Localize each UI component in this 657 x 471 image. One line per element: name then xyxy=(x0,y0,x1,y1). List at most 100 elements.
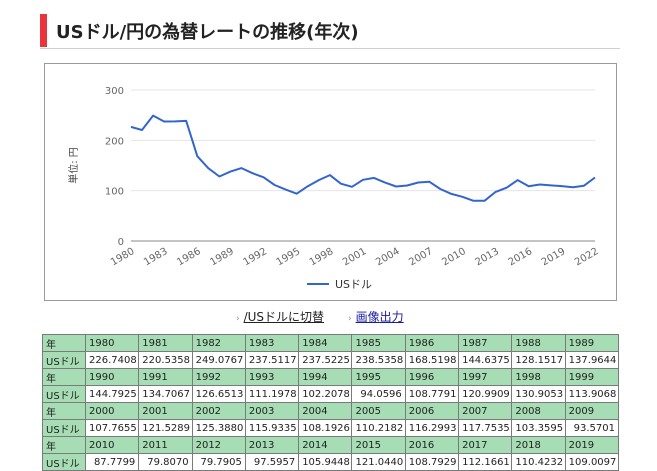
switch-currency-label: /USドルに切替 xyxy=(244,310,324,324)
row-header-year: 年 xyxy=(43,335,86,352)
year-cell: 1981 xyxy=(139,335,192,352)
rate-cell: 137.9644 xyxy=(565,352,618,369)
rate-cell: 79.8070 xyxy=(139,454,192,471)
rate-cell: 134.7067 xyxy=(139,386,192,403)
year-cell: 1988 xyxy=(512,335,565,352)
rate-cell: 102.2078 xyxy=(299,386,352,403)
row-header-year: 年 xyxy=(43,369,86,386)
x-tick-label: 2022 xyxy=(573,246,601,268)
year-cell: 2008 xyxy=(512,403,565,420)
year-cell: 2014 xyxy=(299,437,352,454)
year-cell: 2001 xyxy=(139,403,192,420)
year-cell: 2017 xyxy=(459,437,512,454)
y-tick-label: 200 xyxy=(105,136,124,147)
year-cell: 1993 xyxy=(245,369,298,386)
rate-cell: 111.1978 xyxy=(245,386,298,403)
row-header-year: 年 xyxy=(43,437,86,454)
year-cell: 1987 xyxy=(459,335,512,352)
y-axis-label: 単位: 円 xyxy=(67,147,80,184)
y-tick-label: 0 xyxy=(118,237,124,248)
row-header-year: 年 xyxy=(43,403,86,420)
rate-cell: 115.9335 xyxy=(245,420,298,437)
rate-cell: 93.5701 xyxy=(565,420,618,437)
year-cell: 1997 xyxy=(459,369,512,386)
year-cell: 1983 xyxy=(245,335,298,352)
rate-cell: 120.9909 xyxy=(459,386,512,403)
rate-cell: 249.0767 xyxy=(192,352,245,369)
x-tick-label: 2010 xyxy=(440,246,468,268)
year-cell: 2003 xyxy=(245,403,298,420)
x-tick-label: 2019 xyxy=(540,246,568,268)
rate-cell: 110.2182 xyxy=(352,420,405,437)
year-cell: 2004 xyxy=(299,403,352,420)
x-tick-label: 1998 xyxy=(308,246,336,268)
rate-cell: 108.1926 xyxy=(299,420,352,437)
page-header: USドル/円の為替レートの推移(年次) xyxy=(40,14,620,49)
year-cell: 2009 xyxy=(565,403,618,420)
legend-label: USドル xyxy=(335,278,372,291)
rate-cell: 109.0097 xyxy=(565,454,618,471)
year-cell: 2013 xyxy=(245,437,298,454)
y-tick-label: 300 xyxy=(105,86,124,97)
rate-cell: 121.0440 xyxy=(352,454,405,471)
rate-cell: 128.1517 xyxy=(512,352,565,369)
rate-cell: 79.7905 xyxy=(192,454,245,471)
x-tick-label: 1992 xyxy=(242,246,270,268)
year-cell: 2005 xyxy=(352,403,405,420)
year-cell: 1995 xyxy=(352,369,405,386)
year-cell: 1984 xyxy=(299,335,352,352)
row-header-usd: USドル xyxy=(43,386,86,403)
year-cell: 2002 xyxy=(192,403,245,420)
year-cell: 2000 xyxy=(86,403,139,420)
year-cell: 1996 xyxy=(405,369,458,386)
year-cell: 1980 xyxy=(86,335,139,352)
year-cell: 1998 xyxy=(512,369,565,386)
row-header-usd: USドル xyxy=(43,420,86,437)
year-cell: 1999 xyxy=(565,369,618,386)
x-tick-label: 2016 xyxy=(507,246,535,268)
rate-cell: 121.5289 xyxy=(139,420,192,437)
x-tick-label: 2001 xyxy=(341,246,369,268)
row-header-usd: USドル xyxy=(43,454,86,471)
year-cell: 1994 xyxy=(299,369,352,386)
year-cell: 2006 xyxy=(405,403,458,420)
rate-cell: 226.7408 xyxy=(86,352,139,369)
rate-cell: 108.7791 xyxy=(405,386,458,403)
rate-cell: 110.4232 xyxy=(512,454,565,471)
rate-cell: 107.7655 xyxy=(86,420,139,437)
year-cell: 2011 xyxy=(139,437,192,454)
rate-cell: 87.7799 xyxy=(86,454,139,471)
chevron-right-icon: › xyxy=(348,314,352,324)
chevron-right-icon: › xyxy=(236,314,240,324)
year-cell: 1989 xyxy=(565,335,618,352)
year-cell: 2019 xyxy=(565,437,618,454)
year-cell: 1992 xyxy=(192,369,245,386)
x-tick-label: 1989 xyxy=(208,246,236,268)
rate-cell: 112.1661 xyxy=(459,454,512,471)
rate-cell: 144.7925 xyxy=(86,386,139,403)
year-cell: 1982 xyxy=(192,335,245,352)
x-tick-label: 1995 xyxy=(275,246,303,268)
year-cell: 1985 xyxy=(352,335,405,352)
year-cell: 2015 xyxy=(352,437,405,454)
x-tick-label: 1980 xyxy=(109,246,137,268)
rate-cell: 237.5225 xyxy=(299,352,352,369)
rate-cell: 105.9448 xyxy=(299,454,352,471)
year-cell: 2007 xyxy=(459,403,512,420)
rate-cell: 103.3595 xyxy=(512,420,565,437)
rate-cell: 117.7535 xyxy=(459,420,512,437)
chart-actions: › /USドルに切替 ›画像出力 xyxy=(0,306,657,326)
year-cell: 2018 xyxy=(512,437,565,454)
export-image-link[interactable]: ›画像出力 xyxy=(348,308,404,325)
switch-currency-link[interactable]: › /USドルに切替 xyxy=(236,308,324,325)
rate-cell: 238.5358 xyxy=(352,352,405,369)
x-tick-label: 2013 xyxy=(474,246,502,268)
y-tick-label: 100 xyxy=(105,187,124,198)
